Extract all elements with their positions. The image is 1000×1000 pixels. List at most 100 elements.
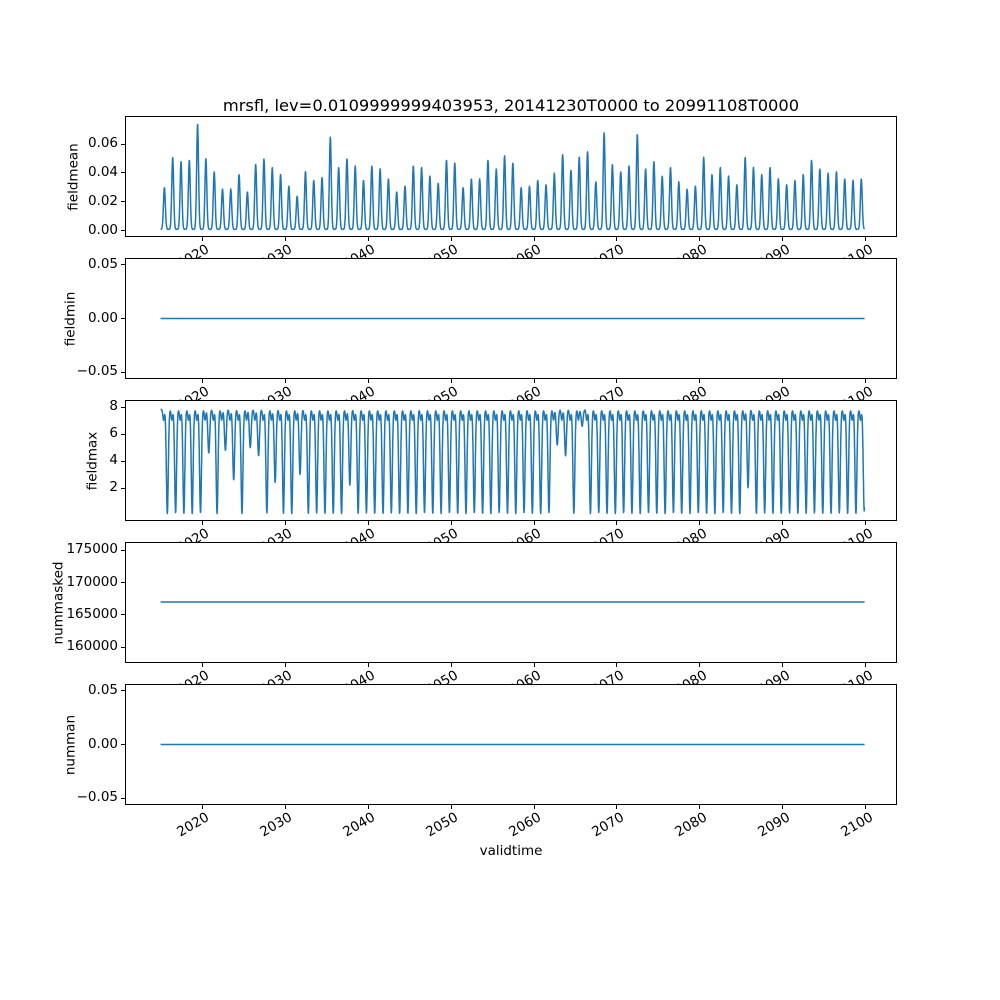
y-tick-label: 0.00 (87, 309, 118, 326)
y-tick-mark (121, 406, 125, 408)
x-tick-label: 2060 (506, 667, 545, 699)
y-tick-label: 4 (109, 452, 118, 469)
axes-box-fieldmax (125, 400, 897, 521)
y-tick-mark (121, 614, 125, 616)
y-tick-label: 165000 (66, 605, 118, 622)
x-tick-mark (284, 805, 286, 809)
x-tick-label: 2060 (506, 809, 545, 841)
y-tick-label: 0.02 (87, 192, 118, 209)
y-tick-mark (121, 690, 125, 692)
x-tick-mark (699, 663, 701, 667)
y-tick-label: 6 (109, 425, 118, 442)
x-tick-mark (616, 805, 618, 809)
plot-area-fieldmin (160, 317, 865, 320)
x-tick-label: 2080 (672, 809, 710, 841)
y-tick-mark (121, 433, 125, 435)
y-tick-label: 160000 (66, 638, 118, 655)
x-tick-label: 2020 (174, 667, 213, 699)
x-tick-label: 2070 (589, 809, 627, 841)
y-tick-mark (121, 646, 125, 648)
x-tick-mark (782, 805, 784, 809)
x-tick-mark (699, 521, 701, 525)
x-tick-mark (782, 379, 784, 383)
x-tick-mark (533, 521, 535, 525)
x-tick-mark (367, 663, 369, 667)
x-tick-label: 2080 (672, 241, 710, 273)
x-tick-label: 2100 (838, 809, 876, 841)
x-tick-label: 2070 (589, 525, 627, 557)
x-tick-mark (450, 805, 452, 809)
x-tick-mark (201, 521, 203, 525)
plot-area-fieldmax (160, 408, 866, 515)
x-tick-label: 2080 (672, 667, 710, 699)
series-line-fieldmean (160, 123, 866, 231)
plot-area-nummasked (160, 601, 865, 603)
y-tick-mark (121, 318, 125, 319)
x-tick-label: 2020 (174, 525, 213, 557)
x-tick-label: 2050 (423, 525, 462, 557)
x-tick-label: 2040 (340, 383, 379, 415)
x-tick-mark (533, 805, 535, 809)
x-tick-mark (367, 237, 369, 241)
x-tick-label: 2060 (506, 241, 545, 273)
x-tick-label: 2090 (755, 383, 793, 415)
y-axis-label-numman: numman (62, 714, 79, 775)
axes-box-numman (125, 684, 897, 805)
axes-box-fieldmin (125, 258, 897, 379)
x-tick-mark (450, 237, 452, 241)
x-tick-label: 2060 (506, 525, 545, 557)
x-tick-label: 2030 (257, 667, 296, 699)
x-tick-label: 2020 (174, 809, 213, 841)
x-tick-mark (533, 663, 535, 667)
x-tick-label: 2100 (838, 241, 876, 273)
x-tick-label: 2050 (423, 241, 462, 273)
y-tick-label: 170000 (66, 573, 118, 590)
x-tick-mark (367, 805, 369, 809)
y-tick-mark (121, 549, 125, 551)
x-tick-label: 2050 (423, 667, 462, 699)
x-tick-mark (699, 379, 701, 383)
y-tick-mark (121, 371, 125, 373)
y-tick-mark (121, 582, 125, 584)
x-tick-mark (865, 379, 867, 383)
x-tick-label: 2020 (174, 241, 213, 273)
x-tick-mark (865, 663, 867, 667)
x-tick-mark (533, 237, 535, 241)
x-tick-mark (367, 379, 369, 383)
x-tick-label: 2080 (672, 525, 710, 557)
x-tick-label: 2040 (340, 525, 379, 557)
x-tick-mark (616, 663, 618, 667)
x-tick-mark (616, 379, 618, 383)
x-tick-mark (616, 521, 618, 525)
x-tick-mark (865, 237, 867, 241)
x-tick-label: 2030 (257, 525, 296, 557)
y-tick-label: 0.04 (87, 163, 118, 180)
x-tick-label: 2050 (423, 809, 462, 841)
x-tick-mark (284, 237, 286, 241)
x-tick-label: 2070 (589, 667, 627, 699)
x-tick-mark (782, 237, 784, 241)
y-tick-mark (121, 201, 125, 203)
y-tick-label: 0.05 (87, 255, 118, 272)
x-tick-mark (699, 237, 701, 241)
y-axis-label-nummasked: nummasked (50, 561, 67, 644)
x-tick-label: 2070 (589, 241, 627, 273)
y-axis-label-fieldmin: fieldmin (62, 291, 79, 346)
x-tick-label: 2040 (340, 241, 379, 273)
x-tick-mark (782, 521, 784, 525)
y-tick-label: 175000 (66, 541, 118, 558)
x-tick-mark (616, 237, 618, 241)
x-tick-label: 2090 (755, 667, 793, 699)
x-tick-mark (367, 521, 369, 525)
y-axis-label-fieldmax: fieldmax (84, 431, 101, 490)
y-tick-mark (121, 143, 125, 145)
x-axis-label: validtime (479, 843, 543, 859)
y-tick-mark (121, 797, 125, 799)
x-tick-label: 2090 (755, 525, 793, 557)
x-tick-label: 2040 (340, 809, 379, 841)
y-tick-label: 2 (109, 479, 118, 496)
x-tick-label: 2080 (672, 383, 710, 415)
y-tick-mark (121, 230, 125, 232)
x-tick-mark (865, 805, 867, 809)
x-tick-label: 2030 (257, 809, 296, 841)
